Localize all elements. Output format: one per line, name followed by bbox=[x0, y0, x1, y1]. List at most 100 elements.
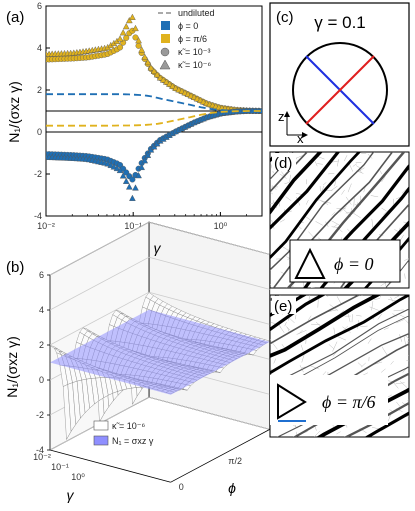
weak-contact bbox=[334, 180, 336, 187]
weak-contact bbox=[380, 295, 381, 298]
weak-contact bbox=[284, 182, 289, 185]
weak-contact bbox=[367, 338, 372, 344]
data-point bbox=[166, 80, 173, 87]
weak-contact bbox=[357, 362, 363, 367]
data-point bbox=[113, 164, 121, 172]
data-point bbox=[144, 151, 152, 158]
legend-swatch bbox=[93, 435, 109, 446]
weak-contact bbox=[310, 365, 320, 370]
weak-contact bbox=[296, 330, 307, 335]
weak-contact bbox=[324, 295, 329, 297]
weak-contact bbox=[307, 315, 312, 321]
weak-contact bbox=[318, 199, 329, 205]
weak-contact bbox=[393, 309, 404, 312]
data-point bbox=[135, 171, 142, 179]
weak-contact bbox=[336, 431, 341, 435]
panel-a-letter: (a) bbox=[6, 9, 24, 26]
force-chain bbox=[270, 332, 409, 408]
weak-contact bbox=[289, 318, 295, 324]
weak-contact bbox=[356, 314, 362, 317]
data-point bbox=[147, 146, 155, 153]
weak-contact bbox=[370, 195, 379, 198]
data-point bbox=[138, 46, 145, 53]
box-edge bbox=[49, 449, 171, 483]
weak-contact bbox=[381, 176, 386, 183]
panel-c-ellipse bbox=[292, 42, 388, 138]
weak-contact bbox=[313, 430, 321, 437]
weak-contact bbox=[303, 281, 305, 288]
legend-label: N₁ = σxz γ bbox=[112, 436, 154, 446]
legend-gold-swatch bbox=[161, 34, 170, 43]
weak-contact bbox=[331, 185, 338, 191]
weak-contact bbox=[380, 368, 386, 373]
weak-contact bbox=[332, 341, 338, 352]
weak-contact bbox=[284, 321, 287, 327]
weak-contact bbox=[328, 344, 335, 350]
series-line bbox=[46, 93, 262, 112]
force-chain bbox=[286, 152, 406, 288]
panel-b-z-axis-label: N₁/(σxz γ) bbox=[4, 336, 20, 398]
force-chain bbox=[364, 411, 409, 437]
reference-plane bbox=[50, 309, 270, 395]
data-point bbox=[138, 163, 145, 171]
z-tick-label: -2 bbox=[36, 410, 44, 420]
series-4 bbox=[46, 93, 262, 112]
legend-label: ϕ = π/6 bbox=[178, 34, 207, 44]
data-point bbox=[116, 166, 124, 174]
x-tick-label: 10⁰ bbox=[214, 221, 228, 231]
panel-e-letter-bg bbox=[272, 296, 296, 314]
weak-contact bbox=[379, 170, 383, 175]
legend-label: undiluted bbox=[178, 8, 215, 18]
weak-contact bbox=[270, 322, 276, 324]
box-edge bbox=[49, 221, 150, 276]
z-tick-label: -4 bbox=[36, 445, 44, 455]
weak-contact bbox=[289, 174, 291, 183]
z-tick-label: 4 bbox=[39, 305, 44, 315]
x-tick-label: 10⁻¹ bbox=[124, 221, 142, 231]
data-point bbox=[132, 34, 139, 41]
force-chain bbox=[270, 152, 375, 271]
weak-contact bbox=[315, 161, 318, 167]
weak-contact bbox=[383, 208, 391, 215]
weak-contact bbox=[328, 309, 338, 312]
weak-contact bbox=[348, 163, 354, 172]
force-chain bbox=[270, 315, 409, 393]
weak-contact bbox=[390, 360, 394, 365]
weak-contact bbox=[390, 296, 394, 302]
panel-d-phi-label: ϕ = 0 bbox=[334, 254, 373, 274]
force-chain bbox=[270, 308, 409, 387]
weak-contact bbox=[402, 368, 407, 373]
force-chain bbox=[270, 152, 341, 231]
panel-a-series bbox=[46, 13, 262, 201]
data-point bbox=[150, 143, 158, 150]
weak-contact bbox=[360, 152, 367, 154]
weak-contact bbox=[337, 336, 347, 341]
panel-d-letter: (d) bbox=[274, 155, 292, 172]
series-5 bbox=[46, 110, 262, 127]
panel-d-letter-bg bbox=[272, 153, 296, 171]
weak-contact bbox=[270, 218, 271, 219]
weak-contact bbox=[374, 298, 381, 300]
force-chain bbox=[270, 152, 280, 163]
weak-contact bbox=[328, 173, 335, 175]
weak-contact bbox=[300, 344, 304, 351]
weak-contact bbox=[405, 320, 409, 324]
y-tick-label: -4 bbox=[34, 211, 42, 221]
weak-contact bbox=[285, 326, 291, 331]
weak-contact bbox=[377, 313, 383, 320]
data-point bbox=[150, 67, 158, 74]
panel-d: (d) ϕ = 0 bbox=[269, 151, 410, 289]
force-chain bbox=[270, 295, 361, 345]
force-chain bbox=[270, 295, 382, 358]
panel-a-x-ticks: 10⁻² 10⁻¹ 10⁰ bbox=[37, 212, 263, 231]
weak-contact bbox=[383, 327, 389, 330]
data-point bbox=[147, 64, 155, 71]
weak-contact bbox=[395, 382, 405, 385]
legend-blue-swatch bbox=[161, 21, 170, 30]
weak-contact bbox=[396, 401, 401, 407]
weak-contact bbox=[337, 159, 339, 167]
panel-c-red-line bbox=[305, 55, 375, 125]
weak-contact bbox=[399, 381, 408, 388]
weak-contact bbox=[317, 297, 319, 308]
